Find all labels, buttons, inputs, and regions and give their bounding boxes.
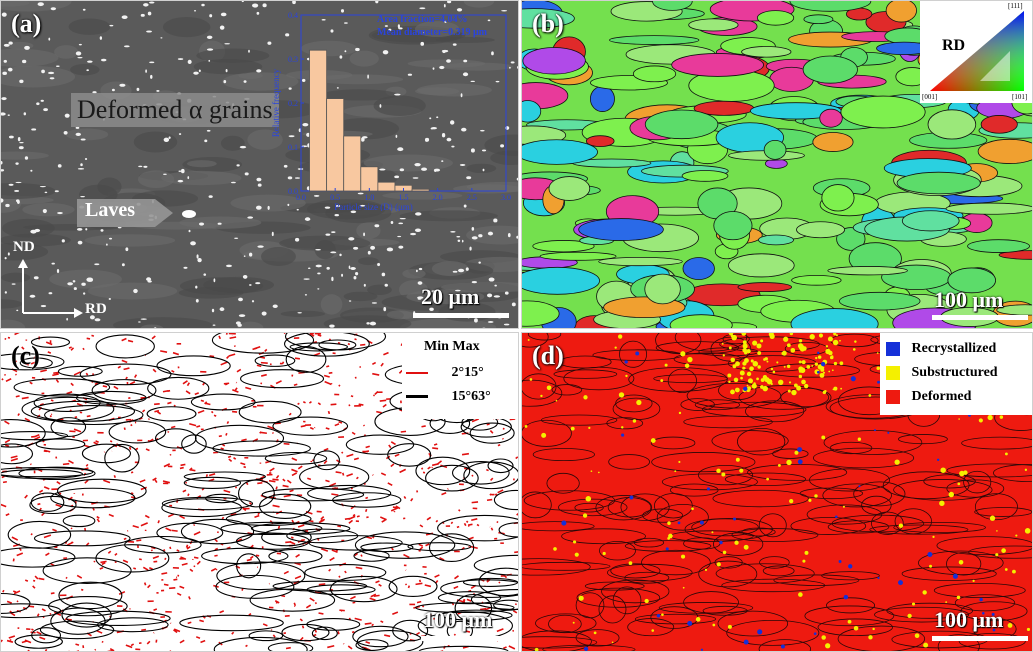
misorientation-legend: Min Max 2°15° 15°63° <box>402 333 518 419</box>
scale-bar-c <box>421 636 517 641</box>
scale-text-d: 100 μm <box>934 607 1004 632</box>
nd-axis-label: ND <box>13 239 35 255</box>
scale-text-b: 100 μm <box>934 287 1004 312</box>
panel-b-ipf-map: (b) RD [111] [001] [101] 100 μm <box>521 0 1033 329</box>
ipf-tick-101: [101] <box>1012 93 1028 101</box>
mean-diameter-text: Mean diameter=0.319 μm <box>377 27 487 38</box>
x-tick-label: 0.0 <box>296 193 306 202</box>
y-tick-label: 0.2 <box>288 99 298 108</box>
histogram-bar-0.75 <box>343 135 362 192</box>
ipf-legend: RD [111] [001] [101] <box>920 1 1032 103</box>
panel-c-grain-boundary-map: (c) Min Max 2°15° 15°63° 100 μm <box>0 332 519 652</box>
histogram-bar-1.00 <box>360 166 379 192</box>
histogram-bar-0.25 <box>309 49 328 192</box>
histogram-bar-1.75 <box>411 188 430 192</box>
panel-d-recrystallization-map: (d) Recrystallized Substructured Deforme… <box>521 332 1033 652</box>
histogram-bar-1.25 <box>377 181 396 192</box>
legend-row-high-angle: 15°63° <box>406 389 491 405</box>
red-line-icon <box>406 371 428 374</box>
laves-annotation: Laves <box>77 197 173 229</box>
legend-deformed: Deformed <box>886 389 971 405</box>
panel-c-label: (c) <box>11 341 40 370</box>
x-tick-label: 2.5 <box>467 193 477 202</box>
panel-b-label: (b) <box>532 9 564 38</box>
y-tick-label: 0.4 <box>288 11 298 20</box>
grain-type-legend: Recrystallized Substructured Deformed <box>880 333 1032 415</box>
scale-bar-d <box>932 636 1028 641</box>
yellow-swatch-icon <box>886 365 900 380</box>
rd-axis-label: RD <box>85 301 107 317</box>
deformed-grains-annotation: Deformed α grains <box>71 93 279 127</box>
black-line-icon <box>406 395 428 399</box>
x-tick-label: 1.0 <box>364 193 374 202</box>
boundary-texture <box>1 333 518 651</box>
panel-d-label: (d) <box>532 341 564 370</box>
blue-swatch-icon <box>886 341 900 356</box>
y-axis-label: Relative frequency <box>271 68 281 137</box>
x-tick-label: 3.0 <box>501 193 511 202</box>
deformed-label: Deformed <box>911 389 972 404</box>
y-tick-label: 0.0 <box>288 187 298 196</box>
particle-size-histogram: 0.0 0.5 1.0 1.5 2.0 2.5 3.0 0.0 0.1 0.2 0.3 0.4 Part… <box>271 11 511 211</box>
ipf-triangle-icon <box>930 11 1024 91</box>
ipf-texture <box>522 1 1032 328</box>
x-axis-label: Particle size (D) (μm) <box>334 202 413 211</box>
recrystallized-label: Recrystallized <box>911 341 997 356</box>
panel-a-sem-micrograph: (a) Deformed α grains Laves ND RD 0.0 0.5… <box>0 0 519 329</box>
substructured-label: Substructured <box>911 365 998 380</box>
scale-bar-b <box>932 315 1028 320</box>
legend-recrystallized: Recrystallized <box>886 341 996 357</box>
sem-texture <box>1 1 518 328</box>
high-angle-range: 15°63° <box>451 389 491 404</box>
x-tick-label: 2.0 <box>433 193 443 202</box>
legend-substructured: Substructured <box>886 365 998 381</box>
low-angle-range: 2°15° <box>451 365 484 380</box>
red-swatch-icon <box>886 389 900 404</box>
legend-header: Min Max <box>424 339 480 354</box>
x-tick-label: 1.5 <box>399 193 409 202</box>
y-tick-label: 0.1 <box>288 143 298 152</box>
histogram-bar-0.50 <box>326 98 345 192</box>
ipf-rd-label: RD <box>942 37 966 54</box>
scale-text-a: 20 μm <box>421 284 480 309</box>
laves-arrow-icon <box>77 199 173 227</box>
scale-bar-a <box>413 313 509 318</box>
deformed-grains-text: Deformed α grains <box>77 95 273 124</box>
ipf-tick-001: [001] <box>922 93 938 101</box>
ipf-tick-111: [111] <box>1008 2 1023 10</box>
scale-text-c: 100 μm <box>423 607 493 632</box>
y-tick-label: 0.3 <box>288 55 298 64</box>
x-tick-label: 0.5 <box>330 193 340 202</box>
legend-row-low-angle: 2°15° <box>406 365 484 381</box>
nd-rd-axes-icon <box>18 259 83 318</box>
laves-text: Laves <box>85 199 135 221</box>
area-fraction-text: Area fraction=4.04% <box>377 14 468 25</box>
panel-a-label: (a) <box>11 9 42 38</box>
